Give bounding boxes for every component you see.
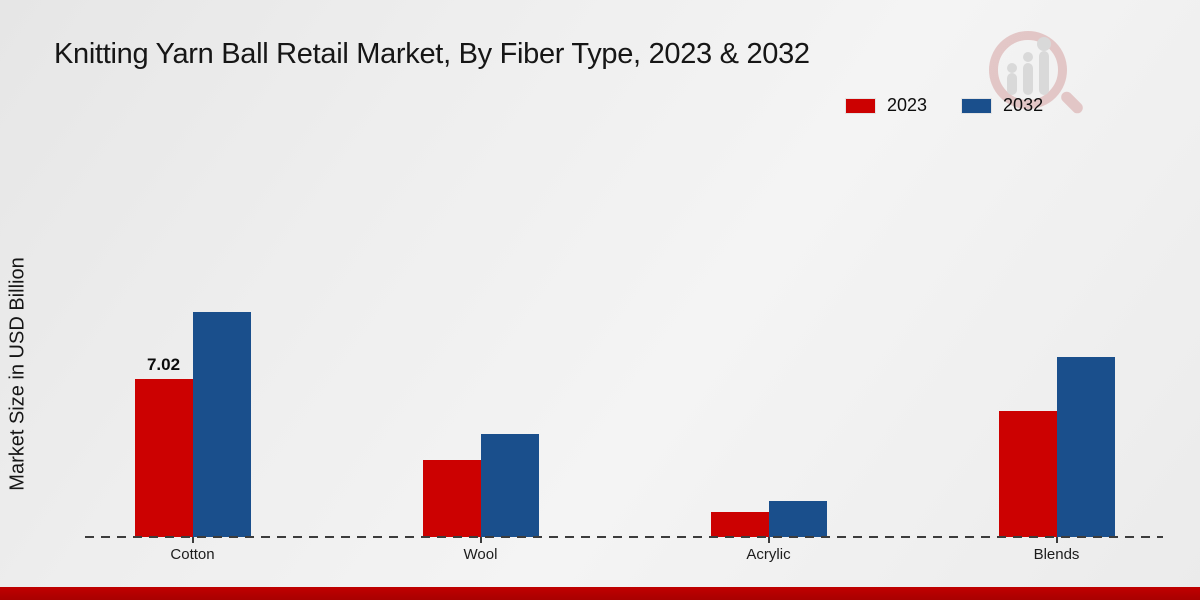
watermark-dot-icon	[1037, 37, 1051, 51]
x-axis-label-cotton: Cotton	[170, 546, 215, 563]
x-axis-label-blends: Blends	[1033, 546, 1080, 563]
bar-2032-wool	[480, 434, 539, 537]
bar-2023-wool	[422, 460, 481, 537]
chart-title: Knitting Yarn Ball Retail Market, By Fib…	[54, 38, 810, 70]
watermark-dot-icon	[1023, 52, 1033, 62]
legend-item-2023: 2023	[845, 95, 927, 116]
legend-label-2023: 2023	[887, 95, 928, 115]
bar-2032-acrylic	[768, 501, 827, 537]
y-axis-label: Market Size in USD Billion	[6, 257, 29, 491]
legend-label-2032: 2032	[1003, 95, 1044, 115]
legend: 2023 2032	[845, 95, 1043, 116]
legend-swatch-2032	[961, 97, 993, 114]
magnifier-handle-icon	[1058, 89, 1086, 116]
watermark-bar-icon	[1039, 51, 1049, 95]
x-axis-tick-acrylic	[767, 537, 770, 543]
footer-accent-band	[0, 587, 1200, 600]
bar-2023-acrylic	[710, 512, 769, 537]
brand-watermark-logo	[985, 25, 1090, 125]
x-axis-label-acrylic: Acrylic	[746, 546, 791, 563]
legend-swatch-2023	[845, 97, 876, 114]
plot-area: Cotton Wool Acrylic Blends 7.02	[85, 297, 1163, 563]
magnifier-ring-icon	[989, 31, 1067, 109]
legend-item-2032: 2032	[961, 95, 1043, 116]
bar-2032-blends	[1056, 357, 1115, 537]
x-axis-label-wool: Wool	[463, 546, 498, 563]
watermark-dot-icon	[1007, 63, 1017, 73]
data-label-2023-cotton: 7.02	[146, 355, 181, 374]
x-axis-tick-wool	[479, 537, 482, 543]
bar-2023-cotton	[134, 379, 193, 537]
bar-2032-cotton	[192, 312, 251, 537]
bar-2023-blends	[998, 411, 1057, 537]
watermark-bar-icon	[1023, 63, 1033, 95]
x-axis-baseline	[85, 536, 1163, 538]
x-axis-tick-blends	[1055, 537, 1058, 543]
watermark-bar-icon	[1007, 73, 1017, 95]
x-axis-tick-cotton	[191, 537, 194, 543]
